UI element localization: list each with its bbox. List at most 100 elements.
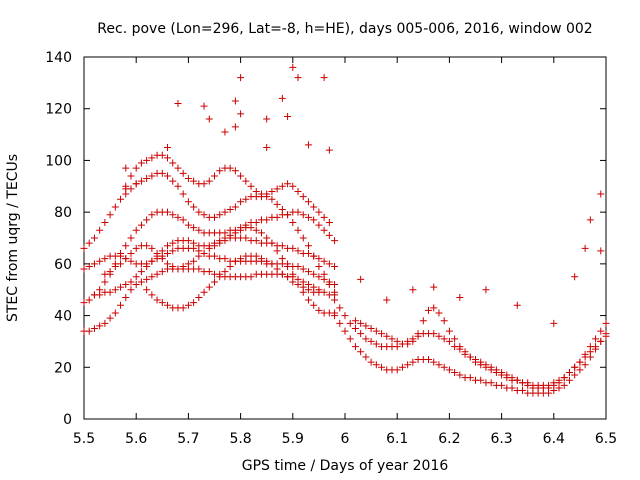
data-point (278, 242, 286, 250)
data-point (122, 242, 130, 250)
data-point (132, 281, 140, 289)
data-point (560, 374, 568, 382)
data-point (211, 213, 218, 221)
data-point (304, 268, 312, 276)
data-point (466, 353, 474, 361)
data-point (174, 100, 182, 108)
data-point (409, 286, 417, 294)
data-point (320, 213, 328, 221)
data-point (299, 265, 307, 273)
x-tick-label: 6.4 (543, 431, 565, 447)
data-point (242, 195, 250, 203)
data-point (419, 317, 427, 325)
data-point (158, 268, 166, 276)
data-point (524, 381, 532, 389)
data-point (435, 332, 443, 340)
data-point (221, 208, 229, 216)
data-point (294, 262, 302, 270)
data-point (341, 327, 349, 335)
data-point (137, 159, 145, 167)
data-point (299, 283, 307, 291)
data-point (289, 270, 297, 278)
data-point (294, 247, 302, 255)
data-point (456, 293, 464, 301)
data-point (550, 319, 558, 327)
data-point (205, 268, 213, 276)
data-point (106, 288, 114, 296)
data-point (137, 177, 145, 185)
data-point (211, 172, 218, 180)
data-point (315, 273, 323, 281)
data-point (586, 216, 594, 224)
data-point (111, 286, 119, 294)
data-point (304, 286, 312, 294)
data-point (101, 319, 109, 327)
data-point (581, 244, 589, 252)
x-tick-label: 6.1 (386, 431, 408, 447)
data-point (440, 363, 448, 371)
data-point (205, 244, 213, 252)
data-point (404, 361, 412, 369)
data-point (268, 260, 276, 268)
data-point (184, 260, 192, 268)
data-point (190, 203, 198, 211)
data-point (85, 239, 93, 247)
data-point (184, 301, 192, 309)
data-point (237, 255, 245, 263)
data-point (211, 252, 218, 260)
data-point (263, 144, 271, 151)
data-point (383, 296, 391, 304)
data-point (289, 182, 297, 190)
data-point (164, 154, 172, 162)
data-point (477, 358, 485, 366)
data-point (310, 203, 318, 211)
data-point (247, 182, 255, 190)
data-point (237, 172, 245, 180)
data-point (148, 257, 156, 265)
data-point (148, 172, 156, 180)
data-point (137, 278, 145, 286)
data-point (226, 262, 234, 270)
data-point (299, 193, 307, 201)
data-point (310, 301, 318, 309)
data-point (132, 226, 140, 234)
data-point (85, 262, 93, 270)
data-point (127, 278, 135, 286)
data-point (200, 180, 208, 188)
data-point (231, 97, 239, 105)
data-point (205, 115, 213, 123)
data-point (597, 337, 605, 345)
data-point (268, 195, 276, 203)
data-point (122, 255, 130, 263)
data-point (190, 257, 198, 265)
data-point (179, 169, 187, 177)
data-point (195, 293, 203, 301)
data-point (304, 213, 312, 221)
data-point (106, 211, 114, 219)
data-point (237, 198, 245, 206)
data-point (372, 340, 380, 348)
data-point (482, 361, 490, 369)
x-tick-label: 5.8 (229, 431, 251, 447)
data-point (216, 273, 224, 281)
data-point (263, 257, 271, 265)
data-point (404, 340, 412, 348)
data-point (284, 273, 292, 281)
data-point (430, 283, 438, 291)
data-point (393, 337, 401, 345)
data-point (190, 224, 198, 232)
data-point (560, 381, 568, 389)
data-point (346, 335, 354, 343)
data-point (221, 268, 229, 276)
data-point (513, 376, 521, 384)
data-point (169, 239, 177, 247)
data-point (383, 332, 391, 340)
data-point (565, 368, 573, 376)
data-point (440, 335, 448, 343)
data-point (158, 247, 166, 255)
data-point (518, 379, 526, 387)
data-point (158, 151, 166, 159)
y-tick-label: 20 (54, 360, 72, 376)
data-point (143, 286, 151, 294)
